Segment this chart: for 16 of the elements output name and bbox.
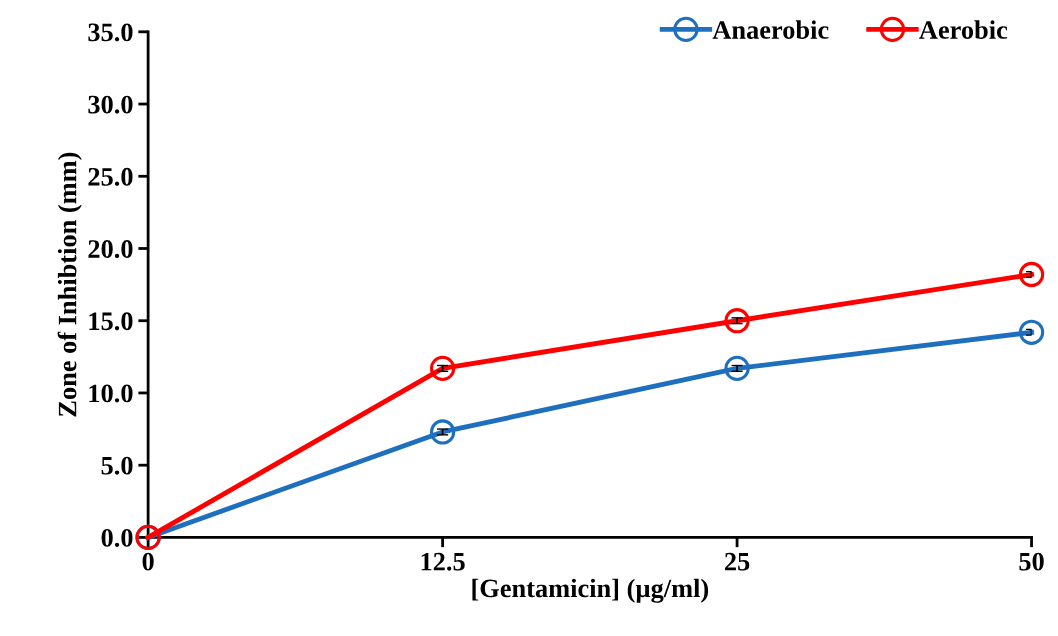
x-axis-title: [Gentamicin] (µg/ml) (472, 578, 709, 603)
x-tick-label: 12.5 (421, 552, 465, 571)
x-tick-label: 0 (142, 552, 154, 571)
y-tick-label: 25.0 (88, 167, 133, 186)
legend-label: Aerobic (919, 20, 1008, 39)
y-tick-label: 30.0 (88, 95, 133, 114)
y-tick-label: 20.0 (88, 240, 133, 259)
legend-label: Anaerobic (712, 20, 829, 39)
x-tick-label: 50 (1019, 552, 1044, 571)
y-tick-label: 0.0 (101, 529, 133, 547)
y-tick-label: 5.0 (101, 456, 133, 475)
y-tick-label: 15.0 (89, 312, 133, 331)
x-tick-label: 25 (724, 552, 750, 571)
y-tick-label: 35.0 (88, 23, 133, 42)
y-axis-title: Zone of Inhibtion (mm) (57, 152, 82, 417)
y-tick-label: 10.0 (89, 384, 133, 403)
